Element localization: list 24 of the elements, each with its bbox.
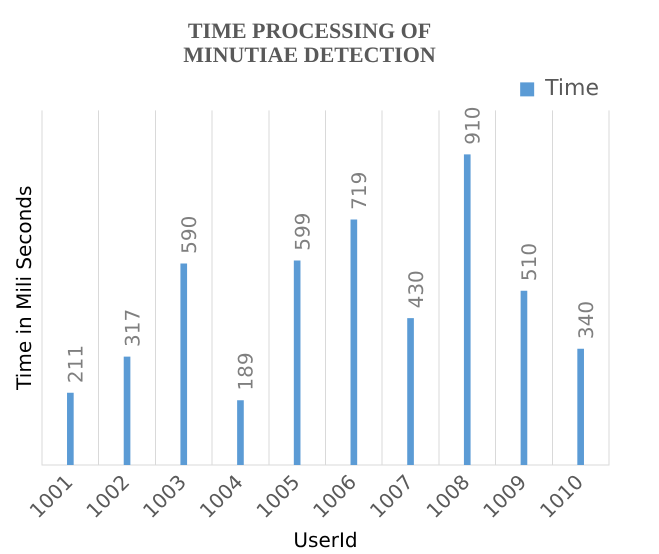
data-label: 590 — [176, 216, 201, 254]
data-label: 599 — [290, 212, 314, 251]
bar — [67, 392, 74, 466]
bar — [464, 154, 471, 466]
x-axis-title: UserId — [293, 528, 358, 552]
bar — [350, 220, 358, 466]
bar — [294, 260, 300, 466]
data-label: 910 — [460, 106, 484, 145]
data-label: 211 — [64, 344, 88, 384]
data-label: 430 — [404, 270, 428, 308]
bar — [180, 264, 188, 466]
y-axis-title: Time in Mili Seconds — [12, 186, 36, 391]
chart-title: TIME PROCESSING OF MINUTIAE DETECTION — [183, 18, 436, 67]
data-label: 510 — [517, 242, 542, 282]
bar — [520, 290, 528, 466]
bar — [577, 348, 584, 466]
bar — [407, 318, 414, 466]
data-label: 340 — [574, 300, 598, 340]
data-label: 719 — [347, 172, 372, 210]
bar — [237, 400, 244, 466]
bar — [124, 356, 130, 466]
legend-label: Time — [544, 76, 600, 102]
data-label: 317 — [120, 308, 144, 347]
data-label: 189 — [234, 352, 258, 391]
